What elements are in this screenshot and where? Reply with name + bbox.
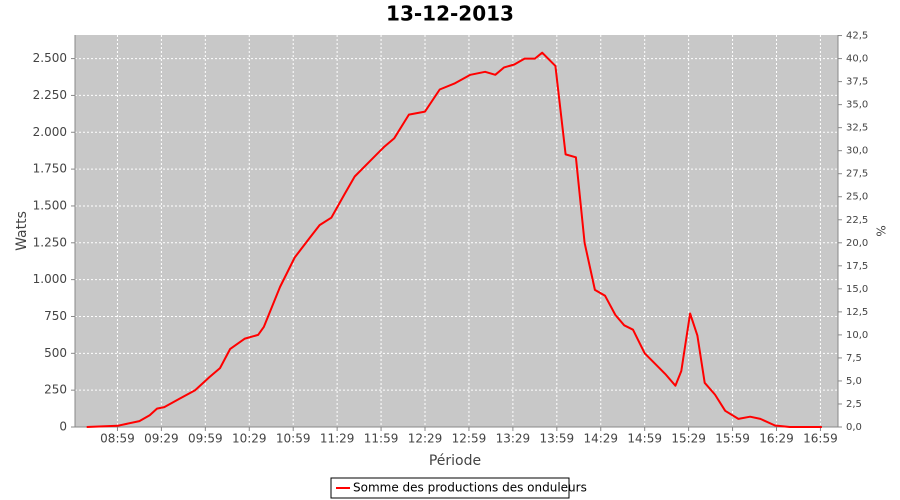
x-tick-label: 09:59 <box>188 432 223 446</box>
x-tick-label: 16:29 <box>759 432 794 446</box>
legend-label: Somme des productions des onduleurs <box>353 481 587 495</box>
y-tick-label: 1.000 <box>33 272 67 286</box>
y2-tick-label: 35,0 <box>846 100 868 111</box>
y2-tick-label: 10,0 <box>846 330 868 341</box>
y2-tick-label: 5,0 <box>846 376 862 387</box>
y2-tick-label: 7,5 <box>846 353 862 364</box>
y2-tick-label: 20,0 <box>846 238 868 249</box>
y2-axis-label: % <box>874 225 888 236</box>
y2-tick-label: 42,5 <box>846 31 868 42</box>
y2-tick-label: 15,0 <box>846 284 868 295</box>
x-tick-label: 09:29 <box>144 432 179 446</box>
x-tick-label: 12:59 <box>452 432 487 446</box>
y-tick-label: 250 <box>44 383 67 397</box>
y-tick-label: 1.250 <box>33 235 67 249</box>
y-tick-label: 0 <box>59 420 67 434</box>
y2-tick-label: 32,5 <box>846 123 868 134</box>
x-tick-label: 14:59 <box>627 432 662 446</box>
y2-tick-label: 37,5 <box>846 77 868 88</box>
x-tick-label: 15:59 <box>715 432 750 446</box>
y2-tick-label: 2,5 <box>846 399 862 410</box>
line-series <box>86 51 822 428</box>
x-tick-label: 12:29 <box>408 432 443 446</box>
x-tick-label: 10:29 <box>232 432 267 446</box>
plot-area <box>75 35 838 427</box>
x-tick-label: 13:29 <box>496 432 531 446</box>
y-tick-label: 2.500 <box>33 51 67 65</box>
y-tick-label: 1.750 <box>33 162 67 176</box>
y2-tick-label: 27,5 <box>846 169 868 180</box>
x-tick-label: 11:29 <box>320 432 355 446</box>
y2-tick-label: 0,0 <box>846 422 862 433</box>
y-tick-label: 2.000 <box>33 125 67 139</box>
y-tick-label: 2.250 <box>33 88 67 102</box>
x-axis-label: Période <box>429 453 481 469</box>
y2-tick-label: 12,5 <box>846 307 868 318</box>
y-tick-label: 1.500 <box>33 198 67 212</box>
x-tick-label: 08:59 <box>100 432 135 446</box>
legend <box>330 477 570 499</box>
y2-tick-label: 25,0 <box>846 192 868 203</box>
chart-title: 13-12-2013 <box>386 2 514 26</box>
y2-tick-label: 22,5 <box>846 215 868 226</box>
x-tick-label: 10:59 <box>276 432 311 446</box>
y2-tick-label: 40,0 <box>846 54 868 65</box>
x-tick-label: 16:59 <box>803 432 838 446</box>
y2-tick-label: 30,0 <box>846 146 868 157</box>
y-tick-label: 500 <box>44 346 67 360</box>
y-axis-label: Watts <box>14 211 30 251</box>
y2-tick-label: 17,5 <box>846 261 868 272</box>
x-tick-label: 15:29 <box>671 432 706 446</box>
y-tick-label: 750 <box>44 309 67 323</box>
x-tick-label: 13:59 <box>540 432 575 446</box>
x-tick-label: 14:29 <box>583 432 618 446</box>
x-tick-label: 11:59 <box>364 432 399 446</box>
